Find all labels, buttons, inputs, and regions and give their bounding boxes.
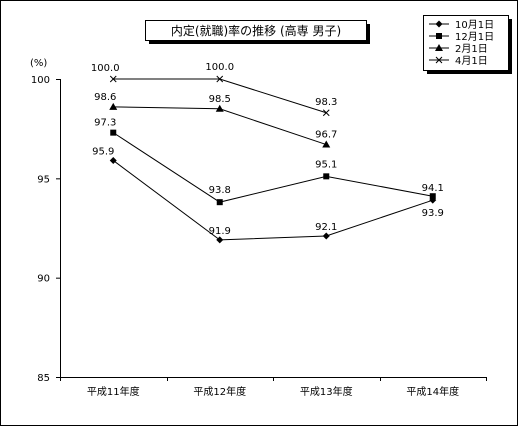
data-point: [109, 102, 118, 110]
data-label: 98.6: [94, 92, 116, 103]
y-tick-label: 85: [37, 373, 50, 384]
data-label: 98.3: [315, 97, 337, 108]
y-tick-label: 90: [37, 274, 50, 285]
data-point: [322, 232, 330, 240]
data-label: 98.5: [209, 94, 231, 105]
series-layer: 95.9 91.9 92.1 93.9 97.3 93.8 95.1 94.1 98.6 98.5…: [91, 62, 444, 244]
data-label: 93.9: [422, 208, 444, 219]
y-tick-label: 95: [37, 174, 50, 185]
x-ticks: 平成11年度 平成12年度 平成13年度 平成14年度: [60, 377, 487, 398]
data-label: 91.9: [209, 226, 231, 237]
y-ticks: 85 90 95 100: [31, 75, 60, 384]
data-label: 94.1: [422, 183, 444, 194]
data-point: [109, 156, 117, 164]
data-point: [216, 75, 224, 83]
series-line: [112, 132, 433, 203]
data-point: [109, 75, 117, 83]
data-point: [110, 129, 117, 136]
data-label: 92.1: [315, 222, 337, 233]
y-tick-label: 100: [31, 75, 50, 86]
data-label: 100.0: [91, 63, 120, 74]
data-label: 96.7: [315, 130, 337, 141]
data-point: [322, 140, 331, 148]
legend-label: 12月1日: [455, 31, 494, 43]
data-point: [323, 173, 330, 180]
legend-marker: [435, 20, 443, 28]
data-label: 93.8: [209, 185, 231, 196]
chart-title-text: 内定(就職)率の推移 (高専 男子): [171, 23, 341, 38]
x-tick-label: 平成12年度: [193, 385, 246, 398]
legend-marker: [435, 44, 443, 51]
data-point: [429, 193, 436, 200]
data-label: 97.3: [94, 118, 116, 129]
legend-label: 2月1日: [455, 43, 488, 55]
x-tick-label: 平成14年度: [406, 385, 459, 398]
legend-marker: [435, 56, 443, 64]
series-line: [112, 160, 433, 241]
chart-title: 内定(就職)率の推移 (高専 男子): [145, 20, 370, 44]
data-label: 95.1: [315, 159, 337, 170]
data-point: [322, 109, 330, 117]
data-point: [216, 199, 223, 206]
data-point: [215, 104, 224, 112]
data-point: [216, 236, 224, 244]
legend-label: 10月1日: [455, 19, 494, 31]
series-square: 97.3 93.8 95.1 94.1: [94, 118, 444, 206]
data-label: 95.9: [92, 146, 114, 157]
series-x: 100.0 100.0 98.3: [91, 62, 337, 117]
legend-label: 4月1日: [455, 55, 488, 67]
data-label: 100.0: [205, 62, 234, 73]
x-tick-label: 平成11年度: [87, 385, 140, 398]
title-box: [145, 20, 367, 41]
series-diamond: 95.9 91.9 92.1 93.9: [92, 146, 444, 244]
legend-marker: [436, 33, 442, 39]
x-tick-label: 平成13年度: [300, 385, 353, 398]
y-unit-label: (%): [30, 58, 47, 69]
series-triangle: 98.6 98.5 96.7: [94, 92, 337, 148]
